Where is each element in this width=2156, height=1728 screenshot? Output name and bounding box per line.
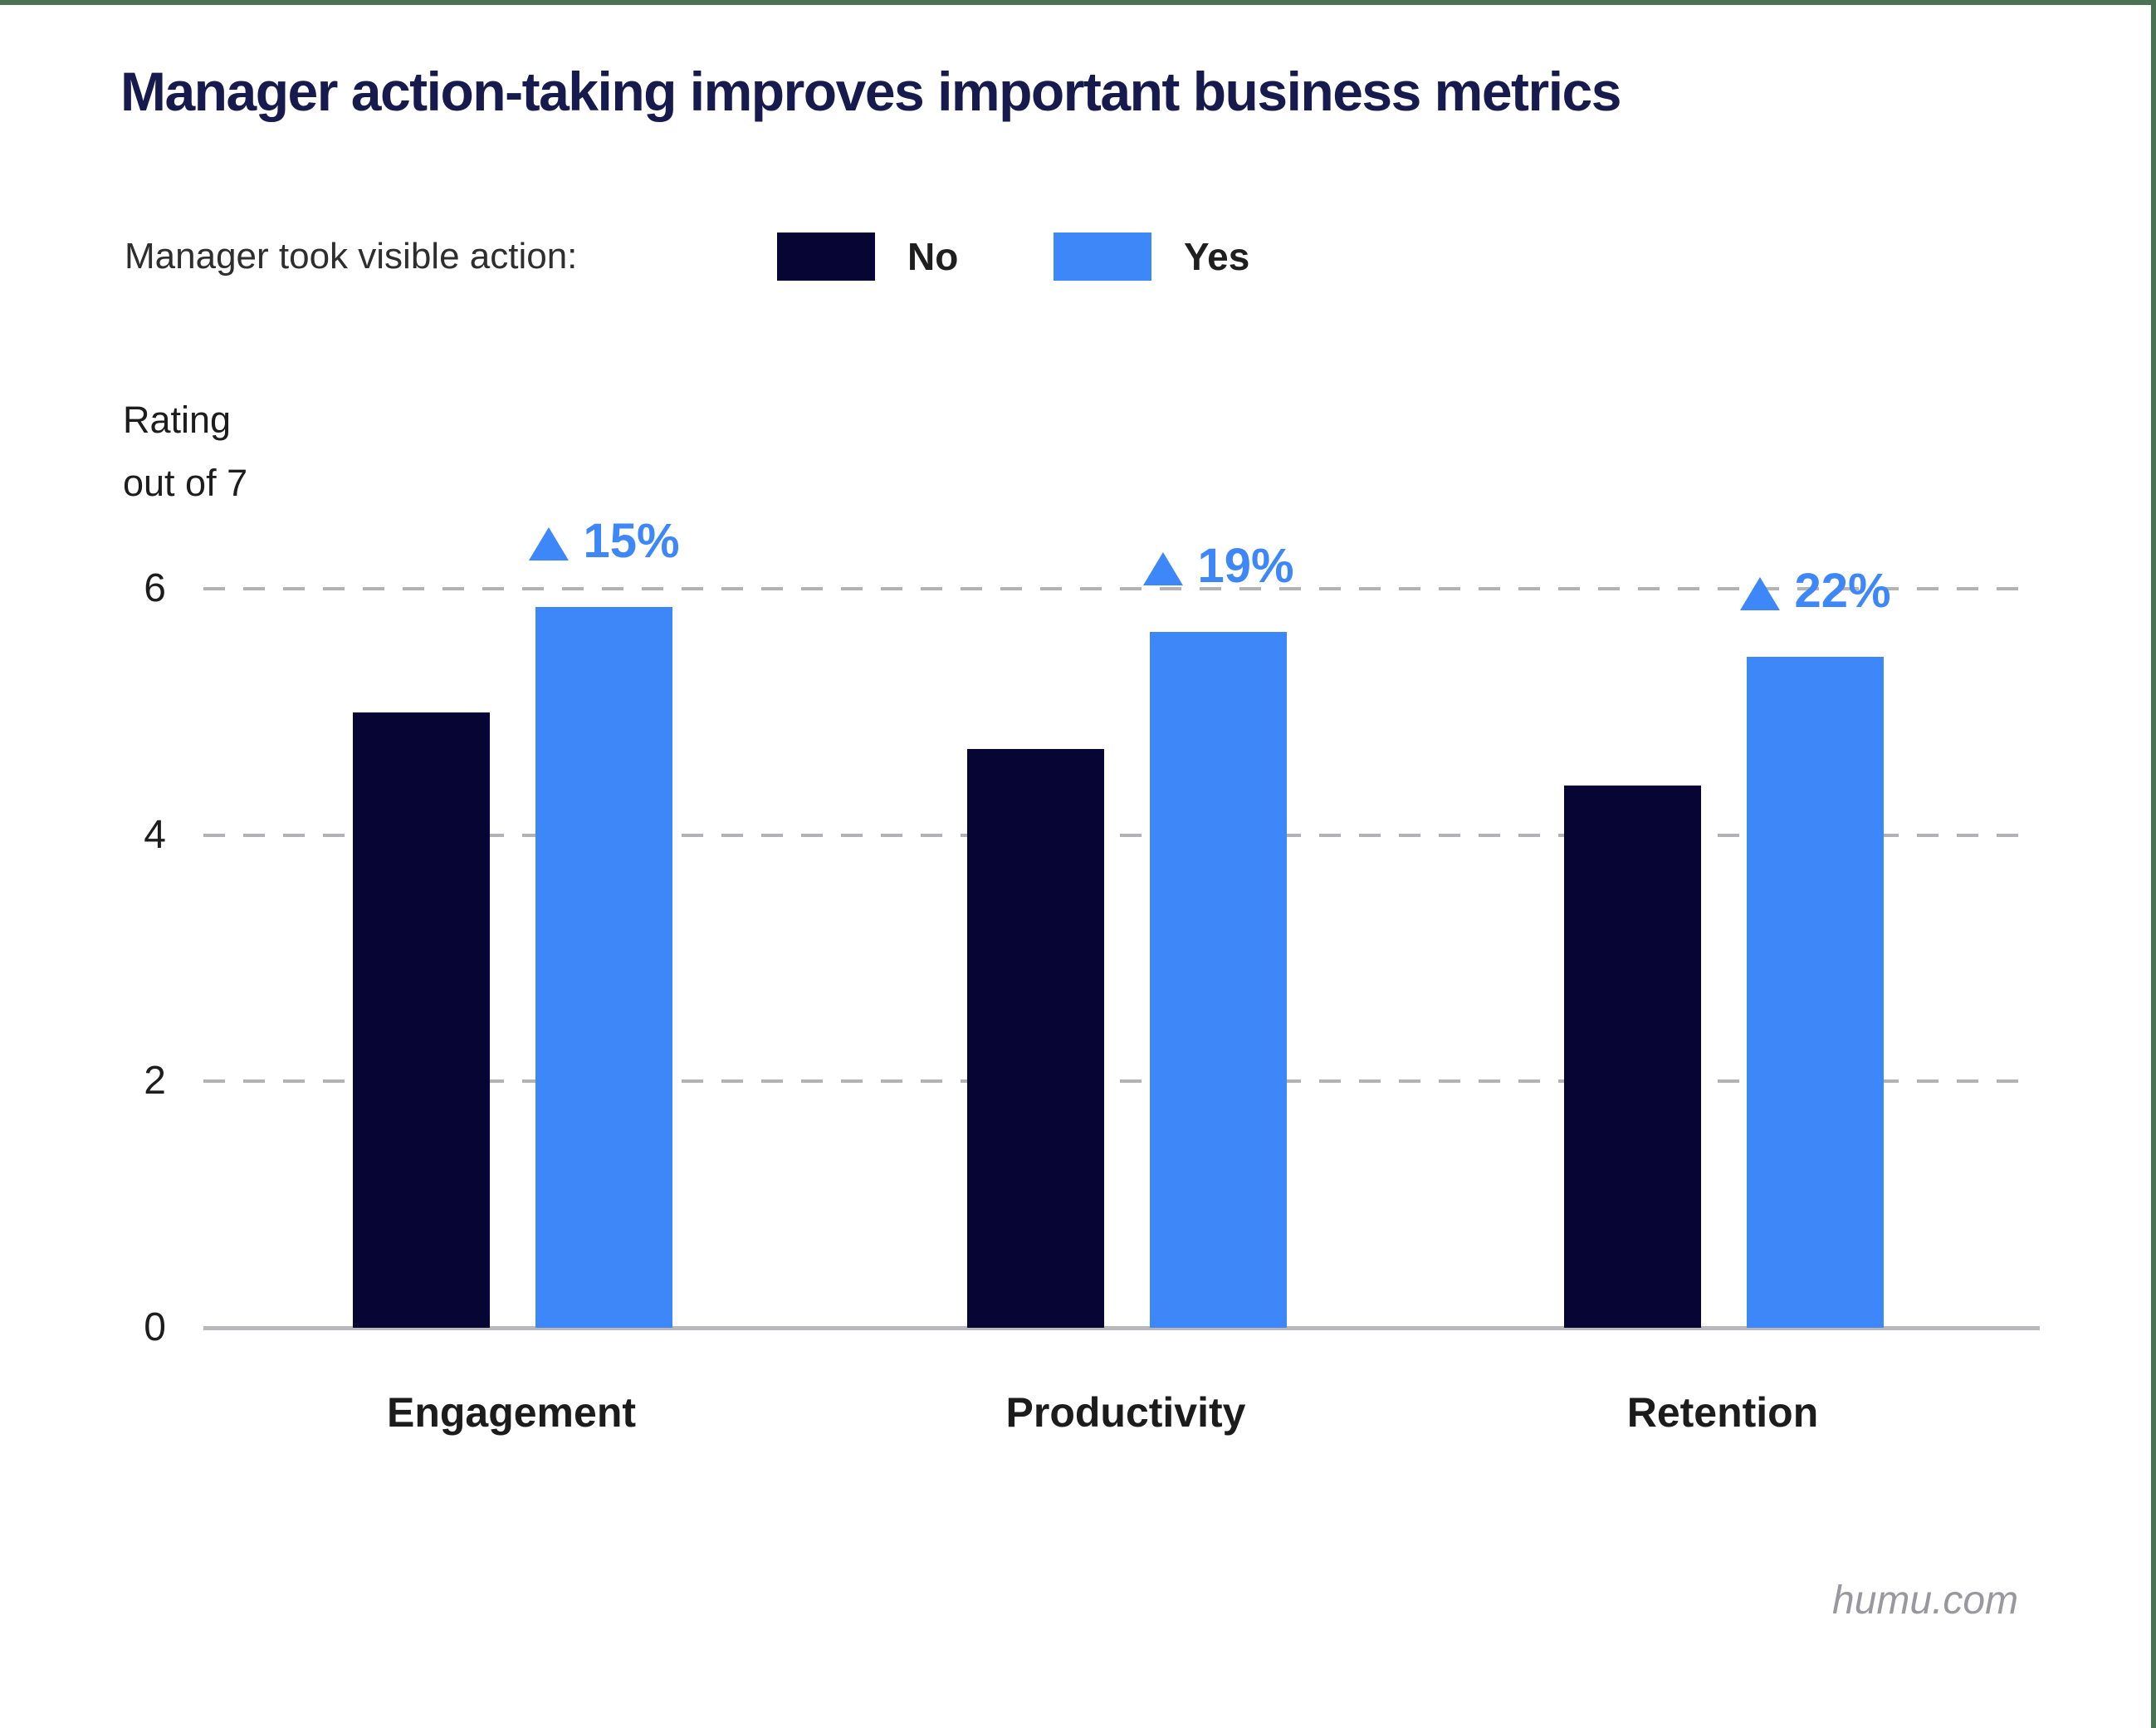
bar-engagement-yes xyxy=(535,607,672,1328)
gridline-6 xyxy=(203,587,2020,591)
watermark: humu.com xyxy=(1832,1579,2019,1623)
legend: Manager took visible action: No Yes xyxy=(125,231,1370,282)
bar-engagement-no xyxy=(353,712,490,1328)
annotation-percent-text: 22% xyxy=(1794,563,1891,618)
bar-retention-no xyxy=(1564,786,1701,1328)
up-triangle-icon xyxy=(1142,552,1183,586)
annotation-19%: 19% xyxy=(1142,539,1294,594)
y-tick-label-0: 0 xyxy=(144,1305,166,1349)
y-axis-label: Rating out of 7 xyxy=(123,389,247,515)
gridline-4 xyxy=(203,833,2020,837)
annotation-percent-text: 15% xyxy=(583,514,680,569)
annotation-22%: 22% xyxy=(1739,563,1891,619)
right-border-strip xyxy=(2151,0,2156,1728)
legend-swatch-no xyxy=(777,233,875,281)
legend-swatch-yes xyxy=(1054,233,1151,281)
legend-caption: Manager took visible action: xyxy=(125,236,578,277)
y-tick-label-2: 2 xyxy=(144,1059,166,1104)
chart-title: Manager action-taking improves important… xyxy=(120,61,1621,122)
y-axis-label-line2: out of 7 xyxy=(123,462,248,504)
annotation-percent-text: 19% xyxy=(1197,539,1294,594)
y-tick-label-4: 4 xyxy=(144,812,166,857)
gridline-2 xyxy=(203,1079,2020,1084)
y-axis-label-line1: Rating xyxy=(123,399,232,441)
up-triangle-icon xyxy=(1739,576,1780,610)
legend-item-no: No xyxy=(907,235,959,278)
annotation-15%: 15% xyxy=(528,514,680,569)
category-label-retention: Retention xyxy=(1626,1389,1819,1436)
x-axis-line xyxy=(203,1326,2040,1330)
y-tick-label-6: 6 xyxy=(144,566,166,611)
bar-productivity-no xyxy=(967,748,1104,1328)
legend-item-yes: Yes xyxy=(1184,235,1250,278)
category-label-engagement: Engagement xyxy=(386,1389,637,1436)
up-triangle-icon xyxy=(528,527,569,561)
category-label-productivity: Productivity xyxy=(1005,1389,1246,1436)
top-border-strip xyxy=(0,0,2156,5)
bar-retention-yes xyxy=(1747,656,1884,1328)
bar-productivity-yes xyxy=(1150,632,1287,1328)
